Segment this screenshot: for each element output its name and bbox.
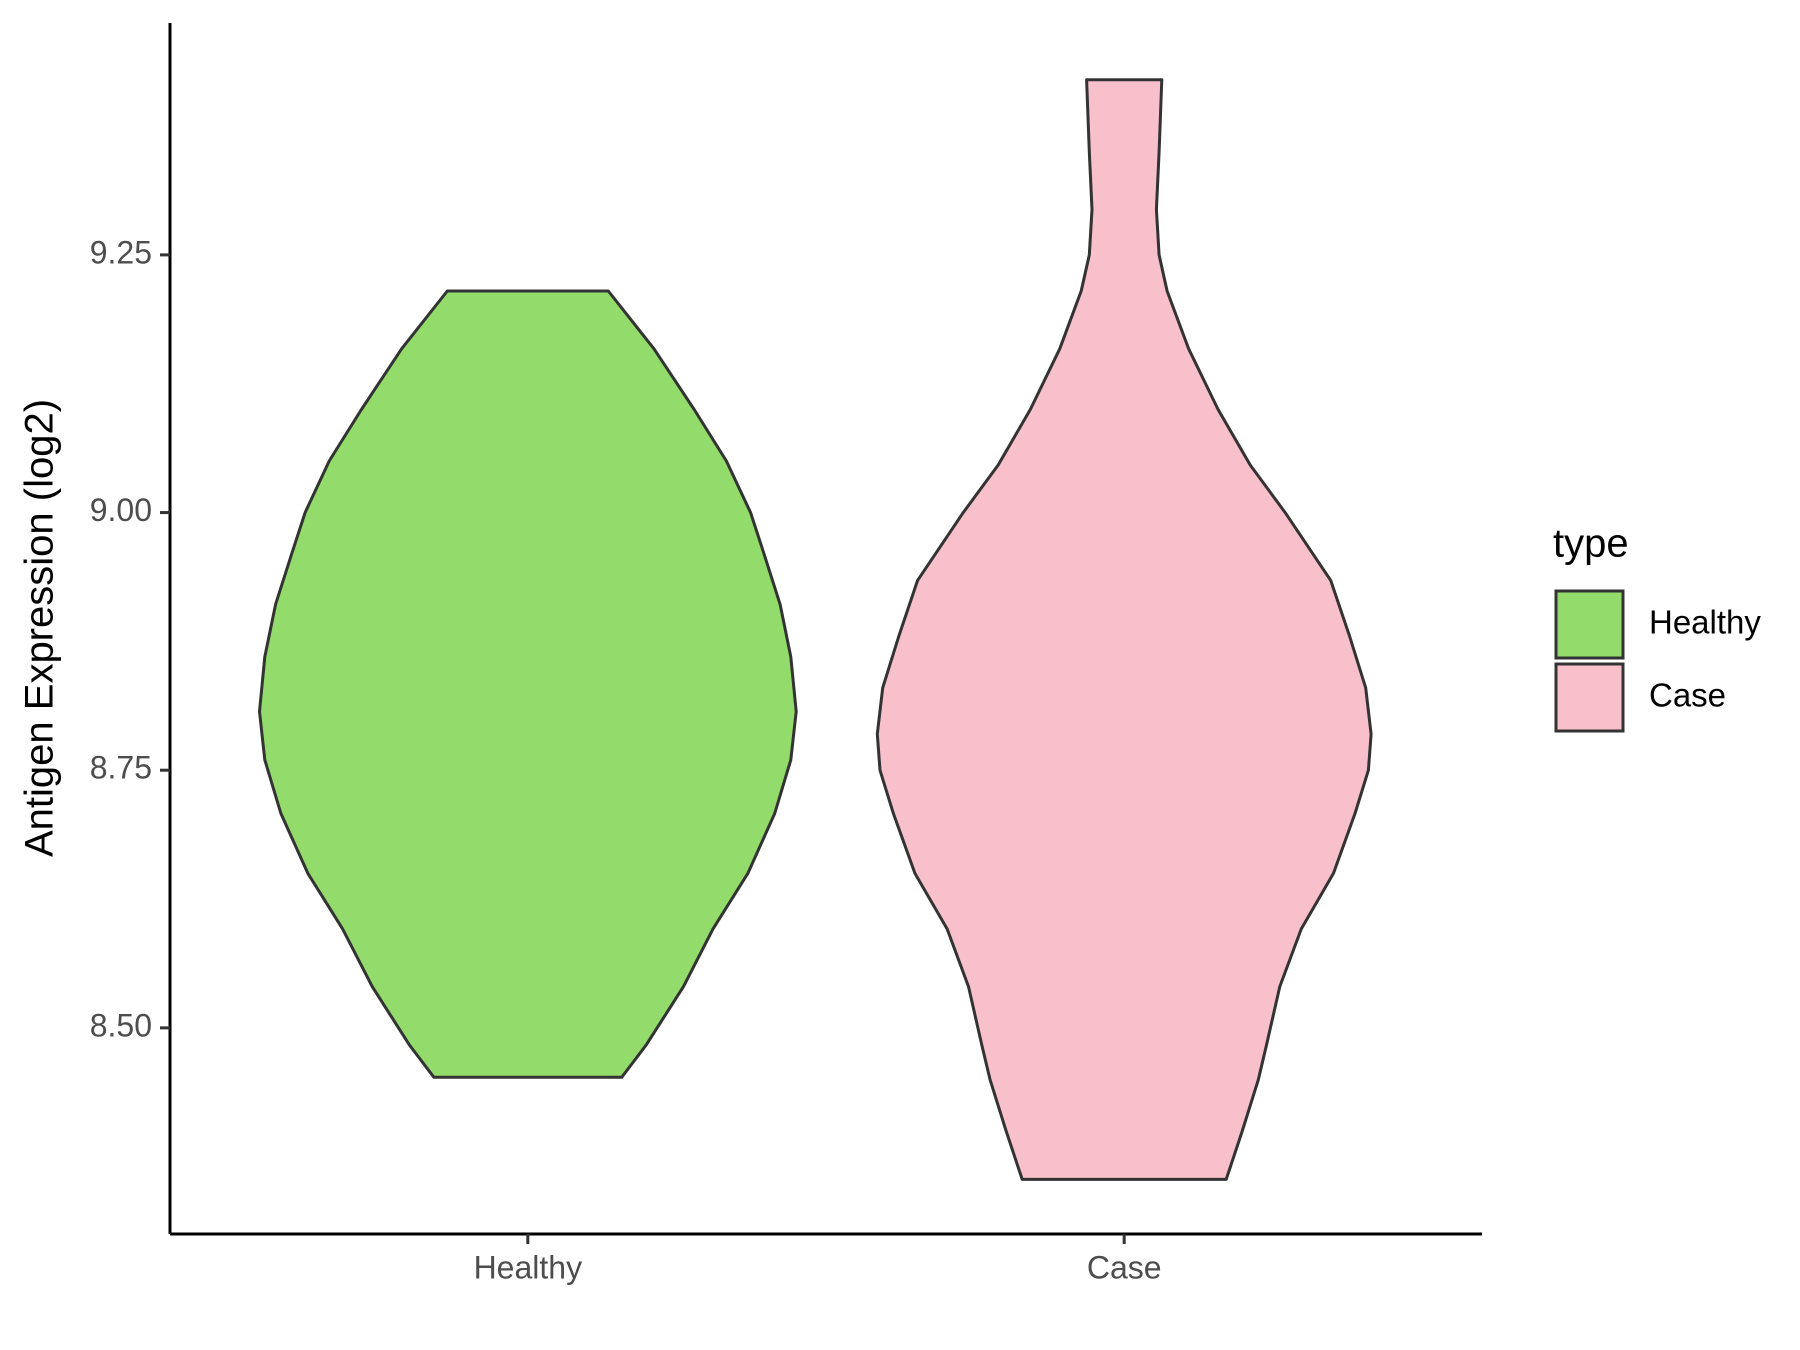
legend-label: Healthy [1649,604,1761,641]
x-tick-label: Case [1087,1249,1162,1285]
legend-key [1554,589,1625,660]
legend-label: Case [1649,677,1726,714]
violin [258,289,798,1079]
y-tick-label: 8.50 [90,1007,152,1043]
violin [875,78,1373,1181]
legend-title: type [1553,522,1629,566]
y-tick-label: 9.00 [90,492,152,528]
y-axis-title: Antigen Expression (log2) [18,399,62,857]
legend-key [1554,662,1625,733]
y-tick-label: 9.25 [90,234,152,270]
x-tick-label: Healthy [474,1249,583,1285]
y-tick-label: 8.75 [90,750,152,786]
